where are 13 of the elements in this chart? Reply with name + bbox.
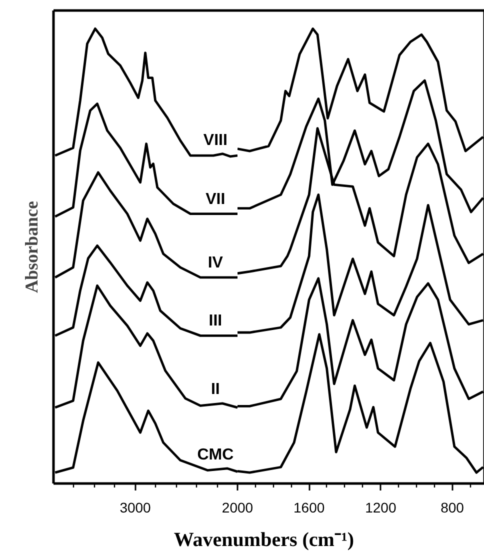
series-label: II (210, 381, 220, 398)
x-tick-label: 1600 (294, 500, 325, 516)
x-axis-title: Wavenumbers (cm⁻¹) (172, 528, 356, 553)
x-tick-label: 3000 (120, 500, 152, 516)
series-label: III (208, 312, 222, 330)
series-label: CMC (197, 446, 234, 464)
y-axis-title: Absorbance (22, 200, 42, 293)
x-tick-label: 1200 (365, 500, 396, 516)
series-label: VII (206, 190, 226, 208)
x-tick-label: 2000 (222, 500, 254, 516)
series-label: IV (208, 254, 224, 272)
series-label: VIII (203, 132, 228, 150)
x-tick-label: 800 (440, 500, 464, 516)
